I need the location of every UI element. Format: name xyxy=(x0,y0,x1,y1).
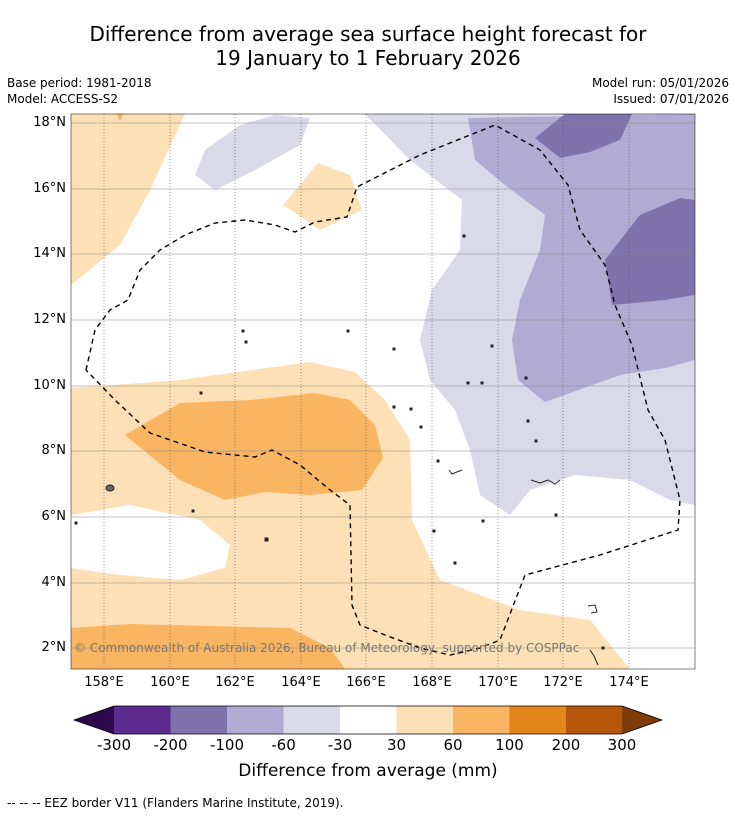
neutral-pocket-south-west xyxy=(71,505,230,580)
colorbar-outline xyxy=(72,705,664,735)
colorbar-below-min xyxy=(74,706,114,734)
negative-region-northwest xyxy=(195,115,310,190)
colorbar-bin-7 xyxy=(453,706,510,734)
colorbar-label-m30: -30 xyxy=(327,736,353,754)
lon-label-160: 160°E xyxy=(150,675,190,690)
tiny-positive-spot xyxy=(117,114,123,121)
colorbar-label-300: 300 xyxy=(607,736,637,754)
negative-region-core-north xyxy=(535,114,632,158)
colorbar-bin-8 xyxy=(509,706,566,734)
colorbar-label-200: 200 xyxy=(551,736,581,754)
islands xyxy=(74,234,605,666)
colorbar-label-100: 100 xyxy=(495,736,524,754)
colorbar-label-m300: -300 xyxy=(96,736,132,754)
positive-region-core xyxy=(125,393,383,500)
lon-label-158: 158°E xyxy=(84,675,124,690)
title-line-2: 19 January to 1 February 2026 xyxy=(215,46,521,70)
colorbar-bin-6 xyxy=(396,706,453,734)
map-frame xyxy=(70,113,696,670)
latitude-lines xyxy=(71,122,695,649)
colorbar-bin-1 xyxy=(114,706,171,734)
colorbar-title: Difference from average (mm) xyxy=(238,761,498,781)
positive-region-northwest xyxy=(71,114,185,285)
lon-label-168: 168°E xyxy=(412,675,452,690)
lon-label-166: 166°E xyxy=(346,675,386,690)
colorbar-bin-3 xyxy=(227,706,284,734)
lon-label-164: 164°E xyxy=(281,675,321,690)
positive-region-island-north xyxy=(283,163,362,230)
lon-label-170: 170°E xyxy=(478,675,518,690)
lat-label-8: 8°N xyxy=(41,443,67,458)
negative-region-east-medium xyxy=(468,114,695,402)
colorbar-label-30: 30 xyxy=(386,736,407,754)
lat-label-6: 6°N xyxy=(41,509,67,524)
eez-legend-note: -- -- -- EEZ border V11 (Flanders Marine… xyxy=(7,796,344,810)
lat-label-14: 14°N xyxy=(33,246,66,261)
model-name: Model: ACCESS-S2 xyxy=(7,92,119,106)
issued-date: Issued: 07/01/2026 xyxy=(613,92,729,106)
colorbar-bin-4 xyxy=(283,706,340,734)
lon-label-172: 172°E xyxy=(543,675,583,690)
colorbar-bin-9 xyxy=(566,706,622,734)
chart-title: Difference from average sea surface heig… xyxy=(0,22,736,70)
lat-label-10: 10°N xyxy=(33,378,66,393)
lat-label-4: 4°N xyxy=(41,575,67,590)
metadata-right: Model run: 05/01/2026 Issued: 07/01/2026 xyxy=(592,75,729,107)
colorbar-label-m200: -200 xyxy=(153,736,188,754)
eez-border xyxy=(85,124,681,656)
lon-label-162: 162°E xyxy=(215,675,255,690)
colorbar-label-m60: -60 xyxy=(271,736,296,754)
lat-label-12: 12°N xyxy=(33,312,66,327)
base-period: Base period: 1981-2018 xyxy=(7,76,152,90)
graticule xyxy=(103,114,630,669)
colorbar-label-m100: -100 xyxy=(209,736,245,754)
colorbar-label-60: 60 xyxy=(443,736,463,754)
positive-region-southwest-strong xyxy=(71,624,345,669)
copyright-notice: © Commonwealth of Australia 2026, Bureau… xyxy=(74,641,580,655)
model-run: Model run: 05/01/2026 xyxy=(591,76,729,90)
colorbar-bin-5 xyxy=(340,706,397,734)
metadata-left: Base period: 1981-2018 Model: ACCESS-S2 xyxy=(7,75,152,107)
colorbar-above-max xyxy=(622,706,662,734)
title-line-1: Difference from average sea surface heig… xyxy=(89,22,647,46)
colorbar-bin-2 xyxy=(170,706,227,734)
lat-label-18: 18°N xyxy=(33,115,66,130)
lat-label-2: 2°N xyxy=(41,640,67,655)
lon-label-174: 174°E xyxy=(609,675,649,690)
negative-region-core-east xyxy=(605,198,695,305)
lat-label-16: 16°N xyxy=(33,181,66,196)
